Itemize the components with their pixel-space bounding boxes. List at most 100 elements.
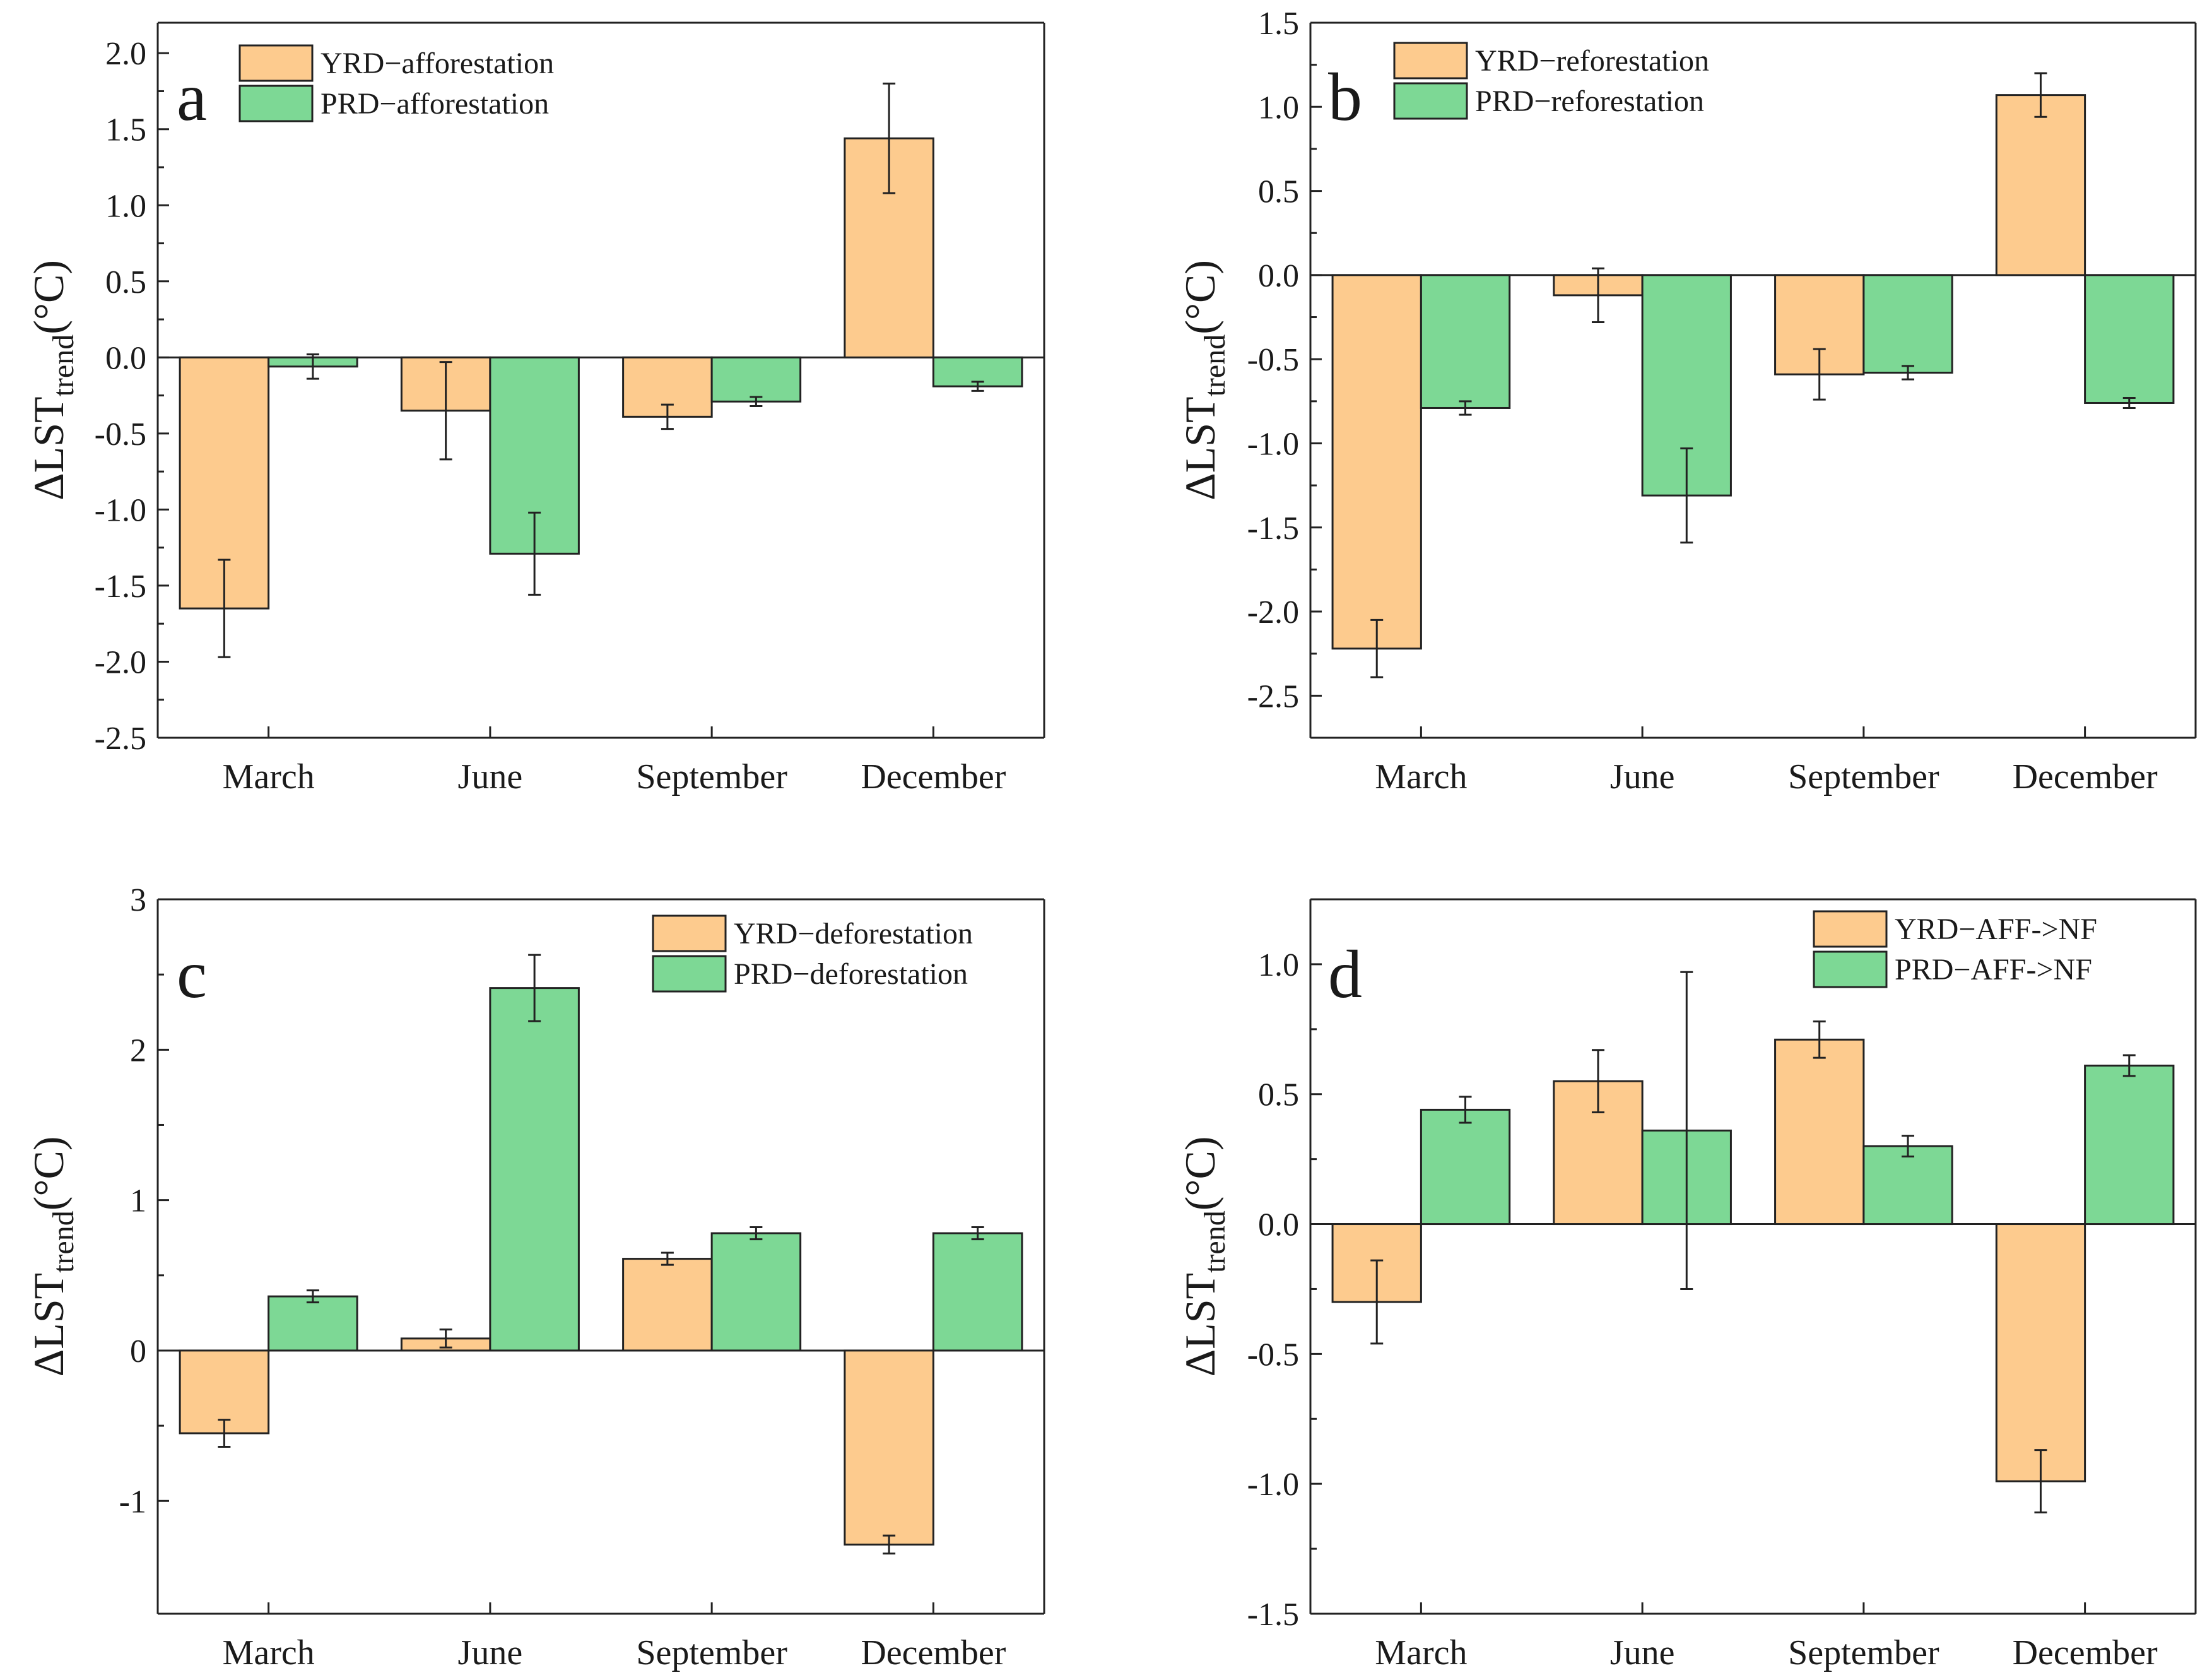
y-axis-label-main: ΔLST	[1176, 1273, 1224, 1377]
bar-prd-march	[1420, 1108, 1511, 1226]
y-tick-label: -1.5	[1247, 1597, 1299, 1633]
legend-swatch	[652, 914, 727, 952]
y-tick-label: 0.5	[1258, 1077, 1299, 1113]
category-label-december: December	[861, 1633, 1006, 1672]
y-tick-label: 2.0	[105, 36, 146, 72]
panel-b: -2.5 -2.0 -1.5 -1.0 -0.5 0.0 0.5 1.0 1.5 March Jun…	[1176, 6, 2197, 796]
y-tick-label: 3	[130, 882, 146, 918]
y-tick-label: 0.5	[1258, 174, 1299, 210]
legend-label: YRD−deforestation	[734, 917, 973, 950]
y-tick-label: -2.0	[95, 644, 146, 680]
legend-swatch	[1393, 82, 1468, 120]
y-tick-label: -0.5	[1247, 342, 1299, 378]
panel-letter: c	[177, 937, 207, 1012]
y-tick-label: -0.5	[95, 417, 146, 453]
category-label-december: December	[2013, 757, 2158, 796]
y-tick-label: 1.5	[105, 112, 146, 148]
y-tick-label: 0	[130, 1334, 146, 1369]
category-label-december: December	[861, 757, 1006, 796]
legend-label: PRD−afforestation	[321, 87, 549, 121]
bar-yrd-september	[622, 1258, 713, 1352]
category-label-september: September	[1788, 757, 1939, 796]
y-axis-label: ΔLSTtrend(°C)	[1176, 260, 1232, 500]
y-tick-label: -1	[119, 1484, 146, 1520]
legend-label: PRD−deforestation	[734, 957, 968, 991]
bar-yrd-december	[1995, 94, 2086, 276]
legend-swatch	[652, 955, 727, 993]
category-label-march: March	[223, 757, 315, 796]
y-axis-label-unit: (°C)	[25, 1136, 73, 1210]
y-tick-label: -1.5	[95, 569, 146, 605]
category-label-june: June	[458, 757, 523, 796]
y-axis-label-unit: (°C)	[1176, 260, 1224, 334]
y-tick-label: -1.0	[1247, 426, 1299, 462]
category-label-march: March	[1375, 757, 1467, 796]
legend-swatch	[1813, 950, 1888, 988]
y-axis-label-unit: (°C)	[25, 260, 73, 334]
y-tick-label: 0.0	[1258, 258, 1299, 294]
legend-label: PRD−AFF->NF	[1895, 953, 2092, 986]
y-tick-label: 2	[130, 1032, 146, 1068]
y-axis-label-subscript: trend	[1198, 1210, 1232, 1273]
y-tick-label: -1.0	[1247, 1467, 1299, 1503]
bar-yrd-september	[1774, 1038, 1865, 1226]
y-axis-label-subscript: trend	[1198, 334, 1232, 397]
category-label-december: December	[2013, 1633, 2158, 1672]
panel-letter: d	[1328, 937, 1362, 1012]
y-tick-label: 0.0	[1258, 1207, 1299, 1243]
bar-prd-september	[1862, 274, 1953, 374]
category-label-march: March	[1375, 1633, 1467, 1672]
bar-prd-june	[489, 987, 580, 1352]
category-label-june: June	[1610, 757, 1675, 796]
y-tick-label: 0.0	[105, 340, 146, 376]
bar-yrd-march	[1331, 274, 1422, 650]
bar-yrd-december	[844, 1349, 934, 1546]
y-tick-label: 1.0	[1258, 90, 1299, 126]
panel-letter: b	[1328, 60, 1362, 135]
category-label-june: June	[458, 1633, 523, 1672]
y-axis-label-main: ΔLST	[25, 1273, 73, 1377]
bar-prd-december	[932, 1232, 1023, 1352]
y-tick-label: 1.0	[105, 188, 146, 224]
bar-prd-december	[2084, 1064, 2175, 1226]
bar-prd-march	[1420, 274, 1511, 409]
category-label-september: September	[636, 1633, 787, 1672]
y-axis-label: ΔLSTtrend(°C)	[25, 1136, 80, 1376]
panel-letter: a	[177, 60, 207, 135]
y-axis-label-main: ΔLST	[25, 396, 73, 500]
bar-yrd-december	[1995, 1223, 2086, 1482]
panel-a: -2.5 -2.0 -1.5 -1.0 -0.5 0.0 0.5 1.0 1.5 2.0 March…	[25, 21, 1045, 796]
legend-label: PRD−reforestation	[1475, 85, 1704, 118]
bar-prd-december	[2084, 274, 2175, 404]
y-tick-label: -0.5	[1247, 1337, 1299, 1373]
legend-swatch	[1393, 42, 1468, 80]
y-axis-label: ΔLSTtrend(°C)	[25, 260, 80, 500]
panel-c: -1 0 1 2 3 March June September December c YRD−def…	[25, 882, 1045, 1672]
y-tick-label: -2.5	[1247, 678, 1299, 714]
panel-d: -1.5 -1.0 -0.5 0.0 0.5 1.0 March June September D…	[1176, 898, 2197, 1672]
bar-prd-september	[710, 356, 802, 403]
y-axis-label-subscript: trend	[47, 1210, 80, 1273]
category-label-september: September	[1788, 1633, 1939, 1672]
y-axis-label-subscript: trend	[47, 334, 80, 397]
category-label-september: September	[636, 757, 787, 796]
category-label-june: June	[1610, 1633, 1675, 1672]
legend-label: YRD−reforestation	[1475, 44, 1709, 78]
y-tick-label: -2.0	[1247, 595, 1299, 630]
legend-swatch	[238, 85, 314, 122]
y-axis-label: ΔLSTtrend(°C)	[1176, 1136, 1232, 1376]
y-tick-label: 1.5	[1258, 6, 1299, 42]
legend-label: YRD−afforestation	[321, 47, 554, 80]
y-tick-label: -2.5	[95, 721, 146, 757]
y-axis-label-unit: (°C)	[1176, 1136, 1224, 1210]
y-tick-label: -1.0	[95, 492, 146, 528]
category-label-march: March	[223, 1633, 315, 1672]
y-tick-label: 1	[130, 1183, 146, 1219]
y-tick-label: 0.5	[105, 264, 146, 300]
bar-prd-september	[1862, 1145, 1953, 1226]
bar-prd-march	[268, 1295, 358, 1352]
y-tick-label: -1.5	[1247, 511, 1299, 547]
legend-label: YRD−AFF->NF	[1895, 913, 2097, 946]
y-axis-label-main: ΔLST	[1176, 396, 1224, 500]
